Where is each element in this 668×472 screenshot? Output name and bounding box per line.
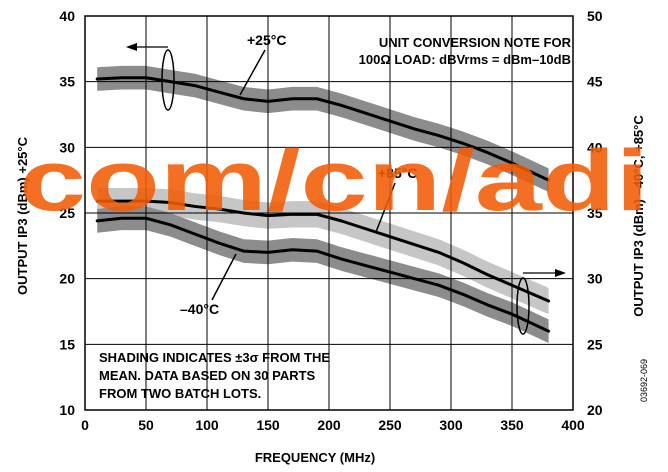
y-left-tick-label: 40	[59, 8, 75, 24]
x-tick-label: 50	[138, 417, 154, 433]
series-label-minus40c: –40°C	[180, 301, 219, 317]
leader-line-25c	[239, 49, 266, 96]
y-right-tick-label: 35	[587, 205, 603, 221]
x-tick-label: 400	[561, 417, 585, 433]
shading-note-line-1: SHADING INDICATES ±3σ FROM THE	[99, 350, 330, 365]
series-line-2	[95, 216, 551, 333]
right-axis-indicator-ellipse	[516, 277, 530, 335]
y-left-tick-label: 10	[59, 402, 75, 418]
y-right-axis-title: OUTPUT IP3 (dBm) –40°C, +85°C	[631, 115, 646, 317]
y-left-tick-label: 25	[59, 205, 75, 221]
unit-note-line-2: 100Ω LOAD: dBVrms = dBm–10dB	[359, 52, 571, 67]
y-left-tick-labels: 10 15 20 25 30 35 40	[59, 8, 75, 418]
series-line-1	[95, 199, 551, 303]
y-right-tick-label: 25	[587, 336, 603, 352]
y-right-tick-label: 30	[587, 271, 603, 287]
series-lines	[95, 76, 551, 333]
x-tick-label: 200	[317, 417, 341, 433]
figure-id: 03692-069	[639, 359, 649, 402]
y-left-tick-label: 20	[59, 271, 75, 287]
y-right-tick-label: 45	[587, 74, 603, 90]
shading-note-line-2: MEAN. DATA BASED ON 30 PARTS	[99, 368, 316, 383]
series-label-85c: +85°C	[378, 165, 417, 181]
left-axis-arrow-icon	[126, 43, 137, 51]
leader-line-85c	[375, 182, 396, 233]
x-tick-label: 250	[378, 417, 402, 433]
x-tick-label: 150	[256, 417, 280, 433]
shading-note-line-3: FROM TWO BATCH LOTS.	[99, 386, 261, 401]
series-line-0	[95, 76, 551, 182]
y-right-tick-labels: 20 25 30 35 40 45 50	[587, 8, 603, 418]
x-tick-label: 300	[439, 417, 463, 433]
x-tick-labels: 0 50 100 150 200 250 300 350 400	[81, 417, 585, 433]
y-right-tick-label: 50	[587, 8, 603, 24]
x-axis-title: FREQUENCY (MHz)	[255, 450, 375, 465]
leader-line-minus40c	[211, 253, 237, 301]
y-left-tick-label: 30	[59, 139, 75, 155]
unit-note-line-1: UNIT CONVERSION NOTE FOR	[379, 35, 572, 50]
watermark: com/cn/adi	[19, 133, 649, 229]
y-left-axis-title: OUTPUT IP3 (dBm) +25°C	[15, 136, 30, 295]
right-axis-arrow-icon	[555, 269, 566, 277]
band-0	[97, 65, 549, 192]
y-right-tick-label: 40	[587, 139, 603, 155]
series-label-25c: +25°C	[247, 32, 286, 48]
x-tick-label: 350	[500, 417, 524, 433]
band-1	[97, 188, 549, 315]
x-tick-label: 0	[81, 417, 89, 433]
y-right-tick-label: 20	[587, 402, 603, 418]
x-tick-label: 100	[195, 417, 219, 433]
y-left-tick-label: 35	[59, 74, 75, 90]
y-left-tick-label: 15	[59, 336, 75, 352]
plot-frame	[84, 15, 574, 411]
left-axis-indicator-ellipse	[161, 49, 175, 111]
